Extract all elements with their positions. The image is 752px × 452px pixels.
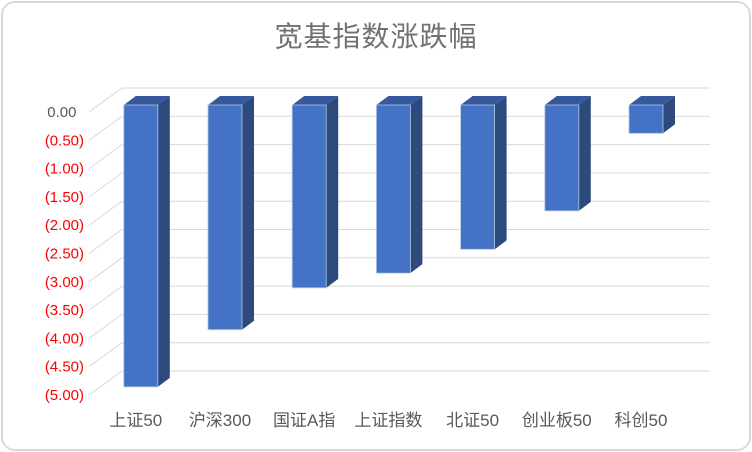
depth-gridline <box>88 370 123 396</box>
x-category-label: 上证指数 <box>354 411 422 430</box>
y-tick-label: (2.00) <box>45 217 84 234</box>
bar-front-face <box>544 104 580 212</box>
y-tick-label: (2.50) <box>45 246 84 263</box>
x-category-label: 沪深300 <box>189 411 251 430</box>
x-category-label: 北证50 <box>446 411 499 430</box>
bar-side-face <box>578 96 591 211</box>
bar-front-face <box>123 104 159 388</box>
bar-front-face <box>291 104 327 289</box>
bar-top-face <box>629 96 675 105</box>
bar-top-face <box>460 96 507 105</box>
depth-gridline <box>88 342 123 368</box>
y-tick-label: (4.50) <box>45 359 84 376</box>
depth-gridline <box>88 313 123 339</box>
depth-gridline <box>88 87 123 113</box>
y-tick-label: (4.00) <box>45 330 84 347</box>
bar-side-face <box>242 96 254 330</box>
y-tick-label: (1.00) <box>45 161 84 178</box>
y-tick-label: (1.50) <box>45 189 84 206</box>
depth-gridline <box>88 144 123 170</box>
bar-front-face <box>628 104 664 134</box>
chart-title: 宽基指数涨跌幅 <box>274 21 478 52</box>
x-category-label: 科创50 <box>615 411 668 430</box>
bar-top-face <box>544 96 591 105</box>
bar-front-face <box>207 104 243 331</box>
x-category-label: 创业板50 <box>522 411 592 430</box>
bar-top-face <box>376 96 423 105</box>
x-category-label: 上证50 <box>109 411 162 430</box>
y-tick-label: (3.00) <box>45 274 84 291</box>
depth-gridline <box>88 200 123 226</box>
bar-side-face <box>494 96 507 250</box>
y-tick-label: (3.50) <box>45 302 84 319</box>
bar-side-face <box>157 96 170 387</box>
depth-gridline <box>88 115 123 141</box>
bar-side-face <box>326 96 339 288</box>
y-tick-label: 0.00 <box>47 104 76 121</box>
bar-side-face <box>663 96 675 134</box>
bar-top-face <box>208 96 254 105</box>
x-category-label: 国证A指 <box>273 411 335 430</box>
y-tick-label: (5.00) <box>45 387 84 404</box>
depth-gridline <box>88 229 123 254</box>
bar-top-face <box>292 96 339 105</box>
depth-gridline <box>88 257 123 283</box>
bar-front-face <box>375 104 411 274</box>
bar-side-face <box>410 96 423 274</box>
depth-gridline <box>88 285 123 311</box>
bar-front-face <box>460 104 496 250</box>
y-tick-label: (0.50) <box>45 132 84 149</box>
bar-top-face <box>123 96 170 105</box>
depth-gridline <box>88 172 123 198</box>
